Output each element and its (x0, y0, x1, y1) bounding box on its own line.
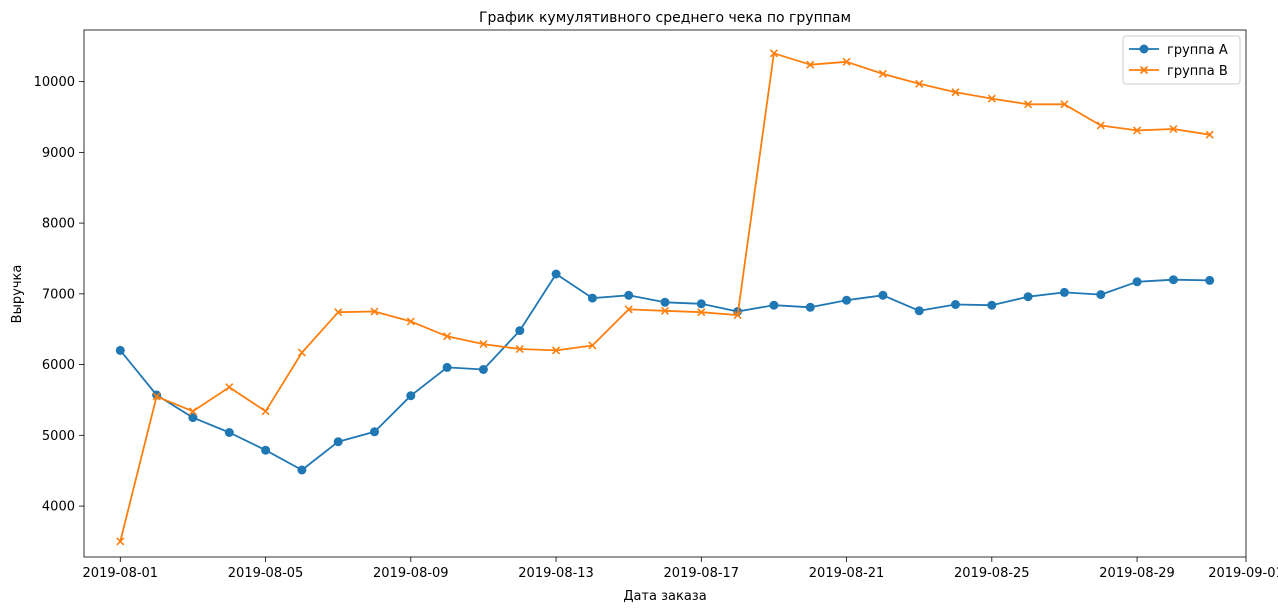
x-tick-label: 2019-08-21 (809, 566, 885, 581)
x-tick-label: 2019-08-29 (1099, 566, 1175, 581)
data-point-group-b (842, 57, 851, 66)
legend-marker-group-a (1139, 44, 1149, 54)
data-point-group-a (951, 300, 960, 309)
data-point-group-a (587, 293, 597, 303)
x-tick-label: 2019-08-09 (373, 566, 449, 581)
data-point-group-a (769, 300, 779, 310)
y-tick-label: 7000 (42, 287, 75, 302)
data-point-group-b (878, 69, 887, 78)
x-axis: 2019-08-01 2019-08-05 2019-08-09 2019-08-13… (83, 557, 1278, 581)
data-point-group-b (297, 348, 306, 357)
data-point-group-a (370, 427, 379, 437)
legend-marker-group-b (1139, 65, 1149, 75)
data-point-group-a (478, 365, 488, 374)
data-point-group-a (188, 413, 198, 423)
data-point-group-b (1060, 100, 1069, 109)
data-point-group-b (624, 305, 633, 314)
data-point-group-b (769, 49, 779, 58)
x-tick-label: 2019-09-01 (1208, 566, 1278, 581)
data-point-group-b (443, 332, 452, 341)
data-point-group-a (115, 345, 125, 355)
data-point-group-a (878, 290, 888, 300)
y-tick-label: 6000 (42, 358, 75, 373)
data-point-group-b (588, 341, 597, 350)
data-point-group-a (1132, 277, 1142, 287)
y-axis: 4000 5000 6000 7000 8000 9000 10000 (34, 75, 84, 515)
y-axis-label: Выручка (10, 265, 25, 324)
data-point-group-a (442, 362, 452, 372)
data-point-group-a (406, 391, 416, 401)
data-point-group-b (1024, 100, 1033, 109)
x-tick-label: 2019-08-01 (83, 566, 159, 581)
data-point-group-b (225, 383, 234, 392)
data-point-group-a (261, 445, 271, 455)
data-point-group-a (1096, 290, 1106, 300)
x-axis-label: Дата заказа (623, 589, 706, 604)
data-point-group-b (806, 60, 815, 69)
data-point-group-b (406, 317, 415, 326)
legend-label-group-a: группа A (1167, 43, 1228, 58)
data-point-group-b (951, 88, 960, 97)
data-point-group-b (733, 311, 742, 320)
x-tick-label: 2019-08-17 (664, 566, 740, 581)
data-point-group-b (370, 307, 379, 316)
x-tick-label: 2019-08-05 (228, 566, 304, 581)
data-point-group-b (261, 407, 270, 416)
data-point-group-a (987, 300, 997, 310)
data-point-group-b (697, 308, 706, 317)
data-point-group-b (551, 346, 561, 355)
data-point-group-b (1169, 124, 1178, 134)
data-point-group-b (1132, 126, 1142, 135)
data-point-group-b (152, 392, 161, 401)
data-point-group-a (624, 290, 634, 300)
data-point-group-a (1023, 292, 1033, 302)
data-point-group-b (515, 344, 524, 354)
data-point-group-a (914, 306, 924, 316)
data-point-group-b (116, 537, 125, 546)
data-point-group-b (188, 407, 198, 416)
data-point-group-b (915, 79, 924, 88)
data-point-group-a (224, 428, 234, 437)
data-point-group-a (515, 326, 525, 336)
data-point-group-a (696, 299, 706, 309)
data-point-group-a (842, 295, 852, 305)
legend-label-group-b: группа B (1167, 64, 1228, 79)
data-point-group-a (551, 269, 561, 279)
data-point-group-b (660, 306, 670, 315)
x-tick-label: 2019-08-25 (954, 566, 1030, 581)
data-point-group-b (987, 94, 996, 103)
data-point-group-a (1168, 275, 1178, 285)
legend: группа A группа B (1122, 35, 1241, 85)
data-point-group-a (333, 437, 343, 447)
data-point-group-a (1205, 275, 1215, 285)
data-point-group-b (479, 340, 488, 349)
data-point-group-b (1096, 121, 1105, 130)
y-tick-label: 9000 (42, 146, 75, 161)
x-tick-label: 2019-08-13 (518, 566, 594, 581)
y-tick-label: 4000 (42, 500, 75, 515)
chart-title: График кумулятивного среднего чека по гр… (479, 10, 851, 26)
y-tick-label: 8000 (42, 217, 75, 232)
data-point-group-b (1205, 130, 1214, 139)
data-point-group-a (660, 297, 670, 307)
data-point-group-a (297, 465, 307, 475)
legend-box (1122, 35, 1241, 85)
y-tick-label: 5000 (42, 429, 75, 444)
data-point-group-a (1059, 287, 1069, 297)
data-point-group-b (334, 308, 343, 317)
data-point-group-a (805, 302, 815, 312)
y-tick-label: 10000 (34, 75, 75, 90)
series-layer (115, 49, 1215, 546)
